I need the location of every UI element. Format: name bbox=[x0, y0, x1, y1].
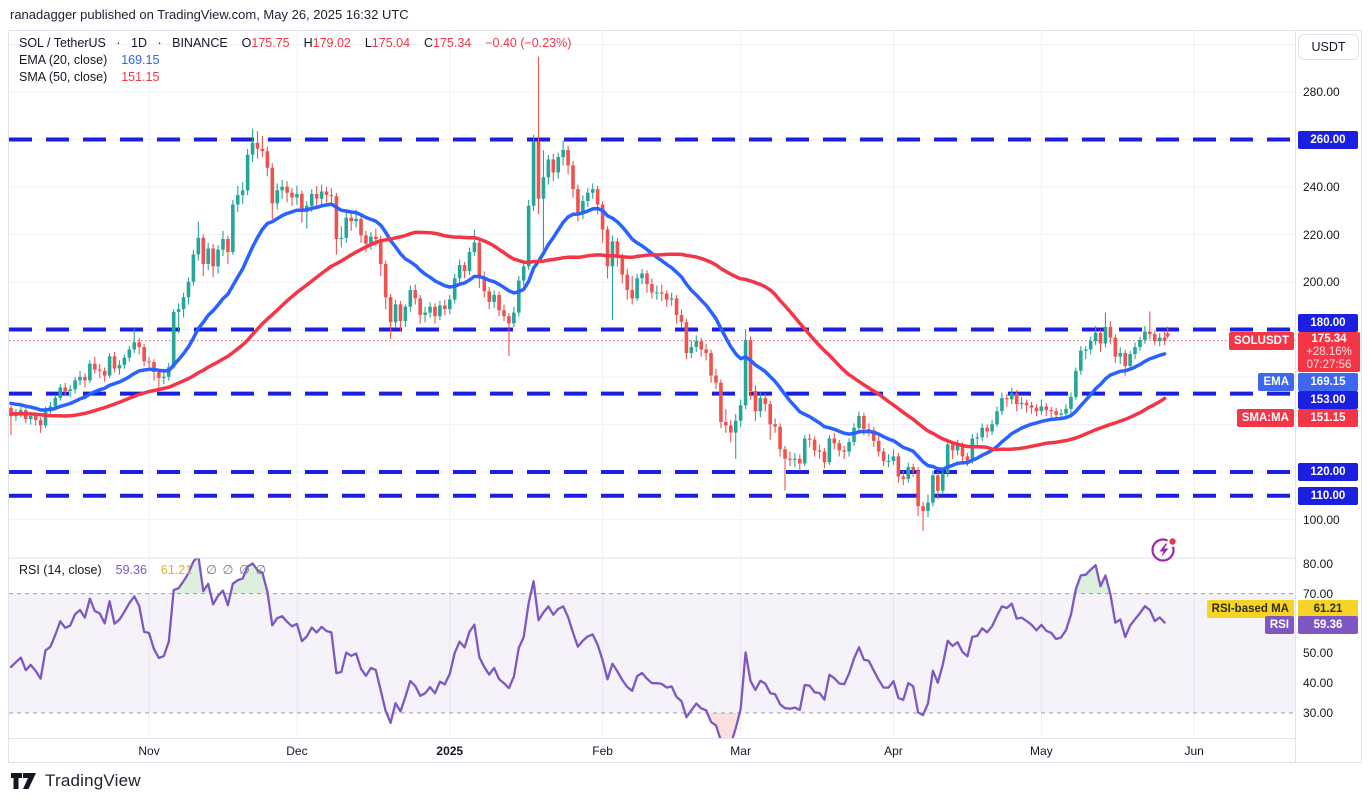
publish-line: ranadagger published on TradingView.com,… bbox=[10, 7, 409, 22]
rsi-axis-label: 30.00 bbox=[1303, 706, 1334, 721]
price-axis-label: 100.00 bbox=[1303, 512, 1340, 527]
time-axis[interactable]: Nov Dec 2025 Feb Mar Apr May Jun bbox=[9, 738, 1295, 762]
rsi-axis-label: 40.00 bbox=[1303, 676, 1334, 691]
rsi-empty-value: ∅ bbox=[222, 563, 236, 577]
price-level-badge: 260.00 bbox=[1298, 130, 1358, 149]
sma-value: 151.15 bbox=[121, 70, 160, 84]
tradingview-logo-icon[interactable] bbox=[10, 770, 37, 792]
symbol-legend-row[interactable]: SOL / TetherUS · 1D · BINANCE O175.75 H1… bbox=[19, 35, 571, 52]
rsi-legend[interactable]: RSI (14, close) 59.36 61.21 ∅ ∅ ∅ ∅ bbox=[19, 562, 268, 579]
low-value: 175.04 bbox=[371, 36, 411, 50]
time-axis-label: Jun bbox=[1184, 744, 1204, 758]
price-axis[interactable]: 280.00 240.00 220.00 200.00 100.00 80.00 70.00… bbox=[1295, 31, 1361, 762]
rsi-empty-value: ∅ bbox=[255, 563, 269, 577]
chart-widget: SOL / TetherUS · 1D · BINANCE O175.75 H1… bbox=[8, 30, 1362, 763]
ema-name-tag: EMA bbox=[1258, 373, 1294, 392]
tradingview-logo-text[interactable]: TradingView bbox=[45, 771, 141, 790]
ema-legend-row[interactable]: EMA (20, close) 169.15 bbox=[19, 52, 571, 69]
change-value: −0.40 (−0.23%) bbox=[485, 36, 572, 50]
symbol-name: SOL / TetherUS bbox=[19, 36, 106, 50]
sma-legend-row[interactable]: SMA (50, close) 151.15 bbox=[19, 69, 571, 86]
ema-value: 169.15 bbox=[121, 53, 160, 67]
rsi-name-tag: RSI bbox=[1264, 616, 1294, 635]
rsi-empty-value: ∅ bbox=[238, 563, 252, 577]
rsi-value: 59.36 bbox=[115, 563, 147, 577]
main-legend: SOL / TetherUS · 1D · BINANCE O175.75 H1… bbox=[19, 35, 571, 86]
sma-name: SMA (50, close) bbox=[19, 70, 108, 84]
price-level-badge: 110.00 bbox=[1298, 486, 1358, 505]
rsi-axis-label: 80.00 bbox=[1303, 556, 1334, 571]
symbol-name-tag: SOLUSDT bbox=[1229, 331, 1294, 350]
time-axis-label: Dec bbox=[286, 744, 308, 758]
price-axis-label: 280.00 bbox=[1303, 85, 1340, 99]
footer: TradingView bbox=[10, 768, 141, 794]
rsi-axis-label: 50.00 bbox=[1303, 646, 1334, 661]
rsi-pane bbox=[9, 593, 1295, 714]
price-chart-canvas[interactable] bbox=[9, 31, 1361, 762]
price-level-badge: 180.00 bbox=[1298, 313, 1358, 332]
high-value: 179.02 bbox=[312, 36, 351, 50]
rsi-value-badge: 59.36 bbox=[1298, 616, 1358, 635]
currency-toggle-button[interactable]: USDT bbox=[1298, 34, 1359, 60]
ema-value-badge: 169.15 bbox=[1298, 373, 1358, 392]
rsi-ma-value: 61.21 bbox=[160, 563, 193, 577]
close-value: 175.34 bbox=[433, 36, 472, 50]
time-axis-label: Apr bbox=[884, 744, 903, 758]
support-resistance-lines bbox=[9, 137, 1295, 498]
sma-value-badge: 151.15 bbox=[1298, 409, 1358, 428]
candles bbox=[9, 56, 1167, 531]
time-axis-label: May bbox=[1030, 744, 1053, 758]
open-value: 175.75 bbox=[251, 36, 290, 50]
ema-line bbox=[9, 202, 1167, 471]
legend-separator: · bbox=[116, 36, 121, 50]
moving-averages bbox=[9, 202, 1167, 471]
sma-line bbox=[9, 230, 1167, 452]
exchange-label: BINANCE bbox=[172, 36, 228, 50]
time-axis-label: Feb bbox=[592, 744, 613, 758]
price-axis-label: 220.00 bbox=[1303, 227, 1340, 242]
rsi-ma-name-tag: RSI-based MA bbox=[1206, 599, 1294, 618]
symbol-price-badge: 175.34 +28.16% 07:27:56 bbox=[1298, 331, 1360, 372]
price-level-badge: 120.00 bbox=[1298, 463, 1358, 481]
price-level-badge: 153.00 bbox=[1298, 390, 1358, 409]
rsi-axis-label: 70.00 bbox=[1303, 586, 1334, 601]
rsi-ma-value-badge: 61.21 bbox=[1298, 599, 1358, 618]
time-axis-label: Nov bbox=[138, 744, 160, 758]
rsi-name: RSI (14, close) bbox=[19, 563, 102, 577]
legend-separator: · bbox=[157, 36, 162, 50]
rsi-empty-value: ∅ bbox=[206, 563, 220, 577]
price-axis-label: 240.00 bbox=[1303, 180, 1340, 194]
high-label: H bbox=[303, 36, 313, 50]
last-candle-marker bbox=[1165, 326, 1171, 339]
ema-name: EMA (20, close) bbox=[19, 53, 108, 67]
rsi-line bbox=[9, 558, 1166, 738]
time-axis-label: 2025 bbox=[436, 744, 464, 758]
sma-name-tag: SMA:MA bbox=[1236, 409, 1294, 428]
price-axis-label: 200.00 bbox=[1303, 275, 1340, 289]
rsi-plots bbox=[9, 558, 1166, 738]
open-label: O bbox=[241, 36, 252, 50]
low-label: L bbox=[364, 36, 372, 50]
refresh-flash-icon[interactable] bbox=[1149, 534, 1179, 564]
time-axis-label: Mar bbox=[730, 744, 751, 758]
interval-label: 1D bbox=[131, 36, 147, 50]
close-label: C bbox=[424, 36, 434, 50]
